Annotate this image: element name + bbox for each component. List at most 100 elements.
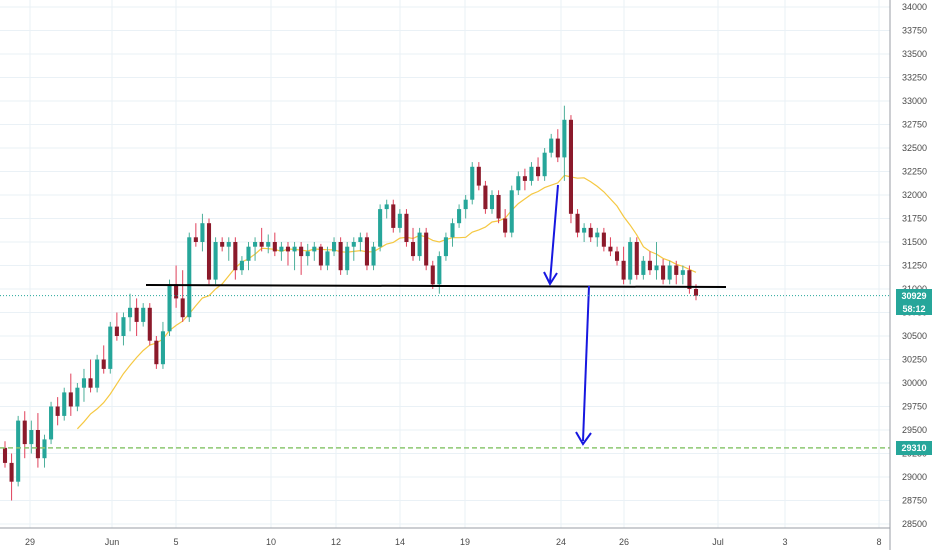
candle-body: [430, 265, 435, 285]
candle-body: [22, 420, 27, 445]
candle-body: [167, 284, 172, 332]
candle-body: [503, 218, 508, 233]
candle-body: [549, 138, 554, 153]
candle-body: [595, 232, 600, 238]
candle-body: [193, 237, 198, 242]
candle-body: [121, 317, 126, 336]
candle-body: [285, 246, 291, 252]
candle-body: [272, 242, 277, 252]
candle-body: [246, 246, 251, 261]
candle-body: [29, 430, 34, 445]
y-tick-label: 29500: [902, 425, 927, 435]
candle-body: [305, 251, 310, 257]
candle-body: [55, 406, 60, 416]
candle-body: [437, 256, 442, 285]
candle-body: [332, 242, 337, 252]
candle-body: [180, 298, 185, 318]
y-tick-label: 28750: [902, 496, 927, 506]
x-tick-label: 8: [876, 537, 881, 547]
candle-body: [233, 242, 238, 271]
candle-body: [220, 242, 225, 247]
chart-grid: [0, 0, 890, 528]
candle-body: [49, 406, 54, 440]
y-tick-label: 29750: [902, 402, 927, 412]
candle-body: [364, 237, 369, 266]
candle-body: [628, 242, 633, 280]
candle-body: [345, 246, 350, 271]
candle-body: [417, 232, 422, 257]
y-tick-label: 34000: [902, 2, 927, 12]
candle-body: [114, 326, 119, 336]
price-tags: 30929 58:12 29310: [896, 289, 932, 455]
candle-body: [391, 204, 396, 228]
candle-body: [509, 190, 514, 233]
candle-body: [101, 359, 106, 369]
candle-body: [299, 246, 304, 257]
candle-body: [358, 237, 363, 242]
moving-average-series: [76, 174, 697, 430]
candle-body: [292, 246, 297, 252]
y-tick-label: 32500: [902, 143, 927, 153]
candle-body: [75, 387, 80, 407]
candle-body: [614, 251, 620, 261]
candle-body: [654, 265, 659, 271]
support-line: [145, 284, 727, 288]
x-tick-label: 14: [395, 537, 405, 547]
candle-body: [397, 213, 402, 228]
y-tick-label: 33500: [902, 49, 927, 59]
candle-body: [127, 307, 133, 318]
candle-body: [621, 260, 626, 280]
candle-body: [424, 232, 429, 266]
candle-body: [443, 237, 448, 257]
candle-body: [95, 359, 100, 388]
candle-body: [62, 392, 67, 416]
annotation-lines: [145, 184, 727, 446]
candle-body: [206, 223, 212, 280]
candle-body: [371, 246, 376, 266]
candle-body: [483, 185, 488, 210]
candle-body: [9, 462, 14, 482]
y-tick-label: 32250: [902, 167, 927, 177]
arrow-head-left: [543, 271, 558, 287]
candle-body: [16, 420, 21, 482]
countdown-tag-box: [896, 302, 932, 315]
target-tag-value: 29310: [901, 443, 926, 453]
candle-body: [568, 119, 574, 214]
candle-body: [253, 242, 258, 247]
candle-body: [141, 307, 146, 322]
x-tick-label: 3: [782, 537, 787, 547]
candle-body: [147, 307, 152, 341]
candle-body: [457, 209, 462, 224]
arrow-shaft-target: [582, 285, 590, 442]
candle-body: [693, 289, 699, 296]
price-tag-value: 30929: [901, 291, 926, 301]
price-levels: [0, 295, 890, 449]
y-tick-label: 33250: [902, 73, 927, 83]
candle-body: [404, 213, 409, 242]
x-tick-label: Jun: [105, 537, 120, 547]
candle-body: [200, 223, 205, 242]
y-tick-label: 33750: [902, 26, 927, 36]
candle-body: [174, 284, 179, 299]
candle-body: [81, 378, 87, 388]
candle-body: [489, 195, 495, 210]
y-tick-label: 30250: [902, 355, 927, 365]
candle-body: [687, 270, 692, 289]
candle-body: [536, 166, 541, 177]
candle-body: [88, 378, 93, 388]
candle-body: [674, 265, 679, 275]
candle-body: [588, 227, 593, 238]
target-tag-box: [896, 441, 932, 455]
arrow-head-target: [575, 431, 592, 446]
candle-body: [680, 270, 685, 275]
candle-body: [279, 246, 284, 252]
candle-body: [351, 242, 356, 247]
candle-body: [134, 307, 139, 322]
candle-body: [516, 176, 521, 191]
candle-body: [601, 232, 606, 247]
countdown-tag-value: 58:12: [902, 304, 925, 314]
candle-body: [496, 195, 501, 219]
y-tick-label: 32000: [902, 190, 927, 200]
